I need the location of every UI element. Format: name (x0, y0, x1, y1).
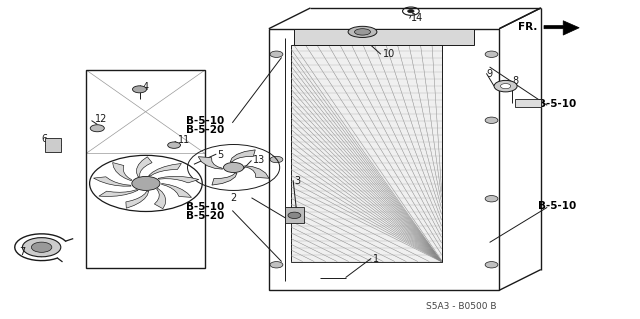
Circle shape (408, 10, 414, 13)
Circle shape (270, 51, 283, 57)
Bar (269, 29, 499, 290)
Text: 10: 10 (383, 49, 395, 59)
Polygon shape (230, 150, 255, 162)
Text: B-5-10: B-5-10 (186, 116, 224, 126)
Text: 9: 9 (486, 69, 493, 79)
Text: 1: 1 (372, 254, 379, 264)
Ellipse shape (348, 26, 377, 37)
Polygon shape (99, 190, 138, 197)
Polygon shape (93, 177, 131, 186)
Bar (515, 99, 541, 107)
Text: 2: 2 (230, 193, 237, 204)
Circle shape (22, 238, 61, 257)
Text: 3: 3 (294, 176, 301, 186)
Text: B-5-20: B-5-20 (186, 125, 224, 135)
Text: B-5-10: B-5-10 (538, 99, 576, 109)
Text: S5A3 - B0500 B: S5A3 - B0500 B (426, 302, 496, 311)
Circle shape (485, 196, 498, 202)
Polygon shape (126, 191, 148, 208)
Polygon shape (154, 189, 166, 209)
Circle shape (132, 86, 147, 93)
Text: FR.: FR. (518, 22, 538, 32)
Circle shape (500, 84, 511, 89)
Circle shape (485, 117, 498, 123)
Text: 5: 5 (218, 150, 224, 160)
Circle shape (270, 262, 283, 268)
Circle shape (223, 162, 244, 173)
Circle shape (132, 176, 160, 190)
Polygon shape (148, 163, 181, 176)
Circle shape (485, 51, 498, 57)
Polygon shape (136, 157, 152, 177)
Bar (45, 138, 61, 152)
Polygon shape (244, 166, 269, 178)
Circle shape (288, 212, 301, 219)
Text: 7: 7 (19, 247, 26, 257)
Text: 11: 11 (178, 135, 190, 145)
Text: 8: 8 (512, 76, 518, 86)
Bar (86, 70, 205, 268)
Polygon shape (198, 157, 223, 169)
Text: B-5-20: B-5-20 (186, 211, 224, 221)
Polygon shape (113, 163, 132, 181)
Polygon shape (158, 176, 199, 183)
Text: B-5-10: B-5-10 (186, 202, 224, 212)
Bar (291, 45, 442, 262)
Circle shape (270, 156, 283, 163)
Circle shape (90, 125, 104, 132)
Circle shape (494, 80, 517, 92)
Bar (285, 207, 304, 223)
Circle shape (31, 242, 52, 252)
Text: B-5-10: B-5-10 (538, 201, 576, 211)
Text: 12: 12 (95, 114, 107, 124)
Polygon shape (544, 21, 579, 35)
Polygon shape (161, 183, 191, 197)
Text: 4: 4 (142, 82, 148, 92)
Ellipse shape (355, 29, 371, 35)
Bar (294, 29, 474, 45)
Polygon shape (212, 173, 237, 185)
Circle shape (168, 142, 180, 148)
Text: 13: 13 (253, 155, 266, 165)
Circle shape (485, 262, 498, 268)
Text: 6: 6 (42, 134, 48, 144)
Text: 14: 14 (411, 12, 423, 23)
